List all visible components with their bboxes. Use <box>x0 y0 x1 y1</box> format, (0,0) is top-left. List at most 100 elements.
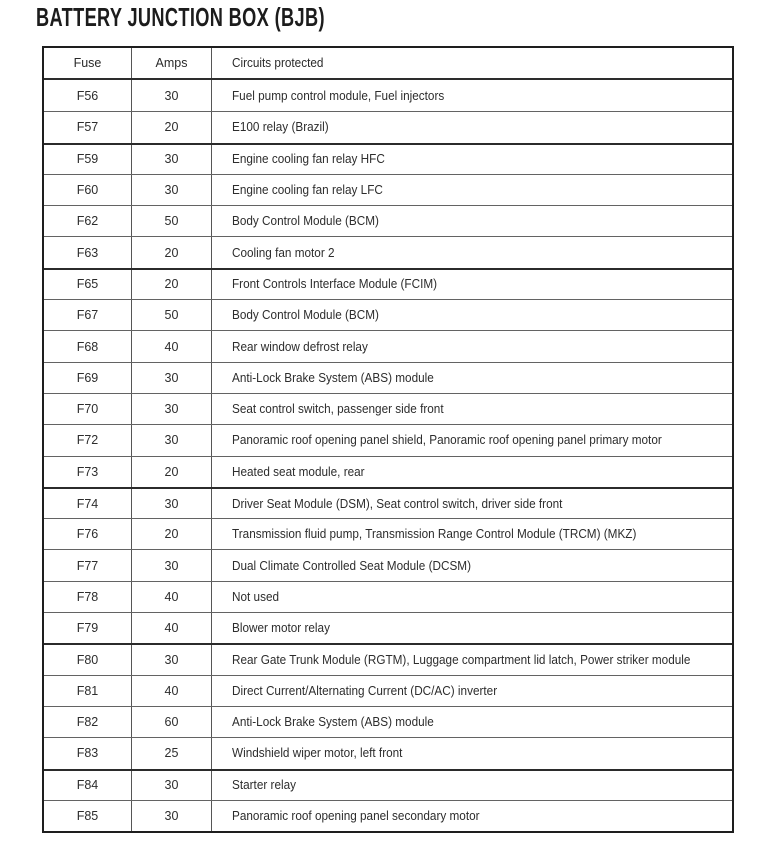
fuse-cell: F74 <box>76 496 99 511</box>
circuits-cell: Windshield wiper motor, left front <box>211 738 732 769</box>
circuits-cell-text: E100 relay (Brazil) <box>232 120 329 135</box>
circuits-cell-text: Engine cooling fan relay LFC <box>232 183 383 198</box>
fuse-cell: F77 <box>76 558 99 573</box>
amps-cell: 30 <box>131 800 211 832</box>
amps-cell: 30 <box>131 425 211 456</box>
fuse-cell: F63 <box>76 245 99 260</box>
fuse-table-rows: F56 30 Fuel pump control module, Fuel in… <box>44 80 732 832</box>
amps-cell: 40 <box>131 331 211 362</box>
circuits-cell: Rear Gate Trunk Module (RGTM), Luggage c… <box>211 645 732 675</box>
table-row: F85 30 Panoramic roof opening panel seco… <box>44 799 732 832</box>
amps-cell: 30 <box>131 144 211 174</box>
fuse-cell: F60 <box>76 183 99 198</box>
circuits-cell-text: Body Control Module (BCM) <box>232 308 379 323</box>
table-header: Fuse Amps Circuits protected <box>44 48 732 80</box>
circuits-cell-text: Transmission fluid pump, Transmission Ra… <box>232 527 637 542</box>
amps-cell: 20 <box>131 456 211 487</box>
table-row: F82 60 Anti-Lock Brake System (ABS) modu… <box>44 705 732 738</box>
circuits-cell: Driver Seat Module (DSM), Seat control s… <box>211 488 732 519</box>
fuse-cell: F73 <box>76 464 99 479</box>
table-row: F57 20 E100 relay (Brazil) <box>44 111 732 143</box>
table-row: F59 30 Engine cooling fan relay HFC <box>44 142 732 174</box>
amps-cell: 30 <box>131 550 211 581</box>
circuits-cell-text: Cooling fan motor 2 <box>232 245 335 260</box>
amps-cell: 30 <box>131 645 211 675</box>
table-row: F65 20 Front Controls Interface Module (… <box>44 267 732 300</box>
table-row: F76 20 Transmission fluid pump, Transmis… <box>44 518 732 550</box>
table-row: F73 20 Heated seat module, rear <box>44 455 732 487</box>
fuse-cell: F70 <box>76 402 99 417</box>
fuse-cell: F82 <box>76 715 99 730</box>
table-row: F56 30 Fuel pump control module, Fuel in… <box>44 80 732 112</box>
circuits-cell-text: Panoramic roof opening panel shield, Pan… <box>232 433 662 448</box>
table-row: F69 30 Anti-Lock Brake System (ABS) modu… <box>44 361 732 393</box>
fuse-cell: F85 <box>76 808 99 823</box>
table-row: F80 30 Rear Gate Trunk Module (RGTM), Lu… <box>44 643 732 675</box>
circuits-cell-text: Blower motor relay <box>232 621 330 636</box>
fuse-cell: F83 <box>76 746 99 761</box>
amps-cell: 50 <box>131 300 211 331</box>
circuits-cell-text: Heated seat module, rear <box>232 464 365 479</box>
table-row: F62 50 Body Control Module (BCM) <box>44 205 732 237</box>
fuse-cell: F62 <box>76 214 99 229</box>
circuits-cell: Engine cooling fan relay LFC <box>211 174 732 206</box>
circuits-cell-text: Windshield wiper motor, left front <box>232 746 403 761</box>
circuits-cell: Anti-Lock Brake System (ABS) module <box>211 706 732 738</box>
table-row: F83 25 Windshield wiper motor, left fron… <box>44 737 732 769</box>
circuits-cell: Starter relay <box>211 770 732 800</box>
table-row: F72 30 Panoramic roof opening panel shie… <box>44 424 732 456</box>
amps-cell: 40 <box>131 581 211 613</box>
circuits-cell: Fuel pump control module, Fuel injectors <box>211 80 732 112</box>
table-row: F78 40 Not used <box>44 580 732 613</box>
table-row: F60 30 Engine cooling fan relay LFC <box>44 173 732 206</box>
amps-cell: 60 <box>131 706 211 738</box>
amps-cell: 30 <box>131 770 211 800</box>
table-row: F63 20 Cooling fan motor 2 <box>44 236 732 268</box>
table-row: F67 50 Body Control Module (BCM) <box>44 299 732 331</box>
fuse-cell: F68 <box>76 339 99 354</box>
circuits-cell: Rear window defrost relay <box>211 331 732 362</box>
table-row: F81 40 Direct Current/Alternating Curren… <box>44 674 732 706</box>
circuits-cell-text: Body Control Module (BCM) <box>232 214 379 229</box>
circuits-cell: Not used <box>211 581 732 613</box>
amps-cell: 30 <box>131 80 211 112</box>
circuits-cell: Anti-Lock Brake System (ABS) module <box>211 362 732 393</box>
circuits-cell: Engine cooling fan relay HFC <box>211 144 732 174</box>
fuse-cell: F76 <box>76 527 99 542</box>
fuse-cell: F59 <box>76 152 99 167</box>
header-cell-circuits: Circuits protected <box>211 48 732 78</box>
circuits-cell: E100 relay (Brazil) <box>211 112 732 143</box>
circuits-cell-text: Rear Gate Trunk Module (RGTM), Luggage c… <box>232 652 691 667</box>
circuits-cell-text: Anti-Lock Brake System (ABS) module <box>232 715 434 730</box>
circuits-cell: Dual Climate Controlled Seat Module (DCS… <box>211 550 732 581</box>
circuits-cell: Seat control switch, passenger side fron… <box>211 393 732 425</box>
circuits-cell: Body Control Module (BCM) <box>211 300 732 331</box>
table-row: F77 30 Dual Climate Controlled Seat Modu… <box>44 549 732 581</box>
fuse-cell: F84 <box>76 778 99 793</box>
circuits-cell-text: Driver Seat Module (DSM), Seat control s… <box>232 496 563 511</box>
fuse-cell: F80 <box>76 652 99 667</box>
header-cell-fuse: Fuse <box>73 56 102 70</box>
circuits-cell: Direct Current/Alternating Current (DC/A… <box>211 675 732 706</box>
amps-cell: 20 <box>131 519 211 550</box>
fuse-cell: F56 <box>76 88 99 103</box>
fuse-cell: F57 <box>76 120 99 135</box>
fuse-cell: F78 <box>76 589 99 604</box>
circuits-cell-text: Panoramic roof opening panel secondary m… <box>232 808 480 823</box>
fuse-cell: F79 <box>76 621 99 636</box>
circuits-cell: Panoramic roof opening panel secondary m… <box>211 800 732 832</box>
fuse-cell: F67 <box>76 308 99 323</box>
amps-cell: 30 <box>131 488 211 519</box>
fuse-cell: F81 <box>76 683 99 698</box>
circuits-cell-text: Dual Climate Controlled Seat Module (DCS… <box>232 558 472 573</box>
amps-cell: 40 <box>131 675 211 706</box>
circuits-cell: Transmission fluid pump, Transmission Ra… <box>211 519 732 550</box>
amps-cell: 20 <box>131 269 211 300</box>
fuse-cell: F69 <box>76 370 99 385</box>
page-title: BATTERY JUNCTION BOX (BJB) <box>36 2 325 32</box>
circuits-cell-text: Seat control switch, passenger side fron… <box>232 402 444 417</box>
circuits-cell-text: Rear window defrost relay <box>232 339 368 354</box>
header-cell-amps: Amps <box>131 48 211 78</box>
fuse-cell: F65 <box>76 277 99 292</box>
circuits-cell: Cooling fan motor 2 <box>211 237 732 268</box>
